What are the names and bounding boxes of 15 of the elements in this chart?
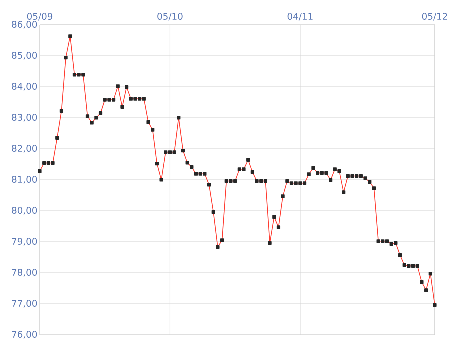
y-tick-label: 80,00 <box>12 207 38 215</box>
y-tick-label: 77,00 <box>12 300 38 308</box>
x-tick-label: 05/12 <box>422 13 448 21</box>
y-tick-label: 82,00 <box>12 145 38 153</box>
x-tick-label: 04/11 <box>288 13 313 21</box>
x-tick-label: 05/09 <box>27 13 53 21</box>
y-tick-label: 86,00 <box>12 21 38 29</box>
y-tick-label: 78,00 <box>12 269 38 277</box>
y-tick-label: 76,00 <box>12 331 38 339</box>
y-tick-label: 83,00 <box>12 114 38 122</box>
x-tick-label: 05/10 <box>158 13 183 21</box>
y-tick-label: 81,00 <box>12 176 38 184</box>
y-tick-label: 85,00 <box>12 52 38 60</box>
y-tick-label: 79,00 <box>12 238 38 246</box>
y-tick-label: 84,00 <box>12 83 38 91</box>
